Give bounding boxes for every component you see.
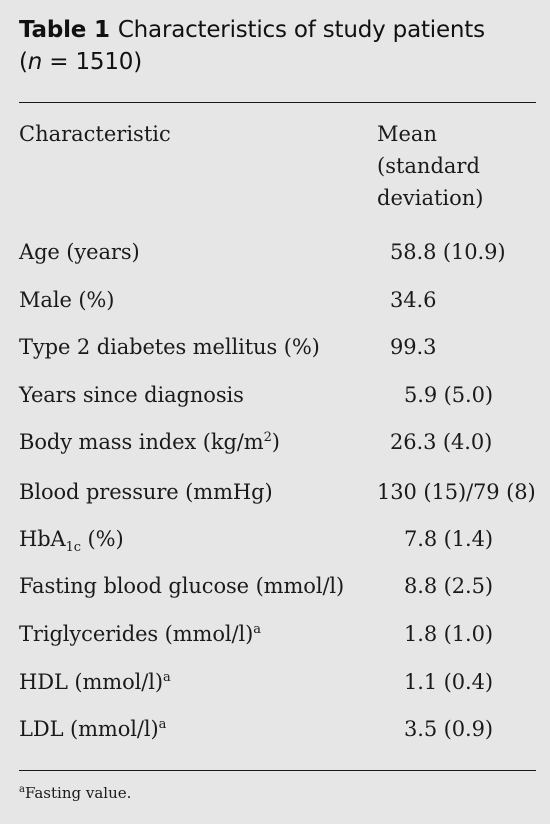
- column-header-characteristic: Characteristic: [19, 122, 171, 146]
- table-footnote: aFasting value.: [19, 784, 131, 802]
- hba1c-label-text: HbA: [19, 527, 66, 551]
- sample-size-value: = 1510): [42, 49, 142, 75]
- column-header-line: Mean: [377, 122, 437, 146]
- table-caption: Table 1 Characteristics of study patients…: [19, 14, 534, 78]
- table-label: Table 1: [19, 17, 110, 43]
- row-label-ldl: LDL (mmol/l)a: [19, 717, 166, 741]
- footnote-marker: a: [19, 784, 25, 795]
- footnote-text: Fasting value.: [24, 784, 132, 802]
- table-title: Characteristics of study patients: [117, 17, 485, 43]
- row-value-blood-pressure: 130 (15)/79 (8): [377, 480, 536, 504]
- footnote-marker: a: [162, 670, 171, 685]
- triglycerides-label-text: Triglycerides (mmol/l): [19, 622, 254, 646]
- row-label-hdl: HDL (mmol/l)a: [19, 670, 171, 694]
- row-label-hba1c: HbA1c (%): [19, 527, 124, 554]
- sample-size-open: (: [19, 49, 28, 75]
- row-value-male: 34.6: [390, 288, 437, 312]
- ldl-label-text: LDL (mmol/l): [19, 717, 159, 741]
- row-label-triglycerides: Triglycerides (mmol/l)a: [19, 622, 261, 646]
- column-header-line: (standard: [377, 154, 480, 178]
- row-value-bmi: 26.3 (4.0): [390, 430, 493, 454]
- footnote-marker: a: [253, 622, 261, 637]
- row-label-age: Age (years): [19, 240, 140, 264]
- footnote-marker: a: [158, 717, 167, 732]
- row-value-age: 58.8 (10.9): [390, 240, 506, 264]
- hba1c-subscript: 1c: [65, 540, 81, 555]
- top-rule: [19, 102, 536, 103]
- row-value-ldl: 3.5 (0.9): [404, 717, 493, 741]
- bottom-rule: [19, 770, 536, 771]
- column-header-line: deviation): [377, 186, 484, 210]
- row-value-type2-diabetes: 99.3: [390, 335, 437, 359]
- row-label-male: Male (%): [19, 288, 115, 312]
- row-value-triglycerides: 1.8 (1.0): [404, 622, 493, 646]
- sample-size-variable: n: [27, 49, 43, 75]
- column-header-mean-sd: Mean (standard deviation): [377, 118, 484, 214]
- row-label-fasting-glucose: Fasting blood glucose (mmol/l): [19, 574, 345, 598]
- hba1c-label-unit: (%): [80, 527, 124, 551]
- row-label-type2-diabetes: Type 2 diabetes mellitus (%): [19, 335, 320, 359]
- row-label-blood-pressure: Blood pressure (mmHg): [19, 480, 273, 504]
- bmi-superscript: 2: [263, 430, 272, 445]
- row-value-years-since-diagnosis: 5.9 (5.0): [404, 383, 493, 407]
- hdl-label-text: HDL (mmol/l): [19, 670, 163, 694]
- bmi-label-text: Body mass index (kg/m: [19, 430, 264, 454]
- row-label-bmi: Body mass index (kg/m2): [19, 430, 280, 454]
- bmi-label-close: ): [271, 430, 280, 454]
- row-value-fasting-glucose: 8.8 (2.5): [404, 574, 493, 598]
- row-label-years-since-diagnosis: Years since diagnosis: [19, 383, 244, 407]
- row-value-hdl: 1.1 (0.4): [404, 670, 493, 694]
- row-value-hba1c: 7.8 (1.4): [404, 527, 493, 551]
